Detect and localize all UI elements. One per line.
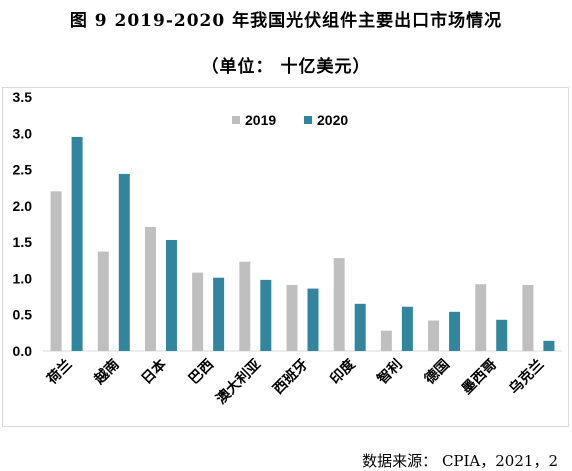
legend-swatch-2019 bbox=[232, 116, 240, 124]
y-tick-label: 3.5 bbox=[13, 89, 33, 105]
bar-2019 bbox=[333, 258, 345, 351]
y-tick-label: 2.5 bbox=[13, 162, 33, 178]
x-tick-label: 西班牙 bbox=[270, 356, 312, 398]
x-tick-label: 澳大利亚 bbox=[213, 356, 265, 408]
x-tick-label: 日本 bbox=[138, 355, 171, 388]
bar-2019 bbox=[50, 191, 62, 351]
x-tick-label: 乌克兰 bbox=[506, 356, 548, 398]
bar-2019 bbox=[286, 284, 298, 351]
x-tick-label: 印度 bbox=[327, 355, 360, 388]
x-tick-label: 德国 bbox=[421, 356, 453, 388]
bar-2020 bbox=[71, 136, 83, 351]
x-tick-label: 墨西哥 bbox=[459, 357, 500, 398]
bar-2020 bbox=[543, 340, 555, 351]
y-tick-label: 1.5 bbox=[13, 234, 33, 250]
bar-2019 bbox=[239, 261, 251, 351]
x-tick-label: 巴西 bbox=[186, 357, 217, 388]
chart-title: 图 9 2019-2020 年我国光伏组件主要出口市场情况 bbox=[69, 11, 503, 31]
bar-2019 bbox=[192, 272, 204, 351]
legend-label: 2020 bbox=[317, 112, 348, 128]
bar-2019 bbox=[428, 320, 440, 351]
bar-2020 bbox=[401, 306, 413, 351]
y-tick-label: 0.0 bbox=[13, 343, 33, 359]
bar-2020 bbox=[496, 319, 508, 351]
y-tick-label: 3.0 bbox=[13, 125, 33, 141]
bar-2019 bbox=[144, 226, 156, 351]
y-tick-label: 1.0 bbox=[13, 270, 33, 286]
y-tick-label: 0.5 bbox=[13, 307, 33, 323]
bar-2020 bbox=[213, 277, 225, 351]
bar-2019 bbox=[475, 284, 487, 351]
bar-2020 bbox=[118, 173, 130, 351]
bar-2020 bbox=[354, 303, 366, 351]
data-source: 数据来源： CPIA，2021，2 bbox=[362, 452, 558, 470]
bar-2020 bbox=[260, 279, 272, 351]
bar-2020 bbox=[307, 288, 319, 351]
x-tick-label: 荷兰 bbox=[43, 356, 76, 389]
chart-frame bbox=[2, 87, 569, 427]
legend-swatch-2020 bbox=[304, 116, 312, 124]
bar-2019 bbox=[380, 330, 392, 351]
x-tick-label: 越南 bbox=[90, 356, 123, 389]
x-tick-label: 智利 bbox=[373, 356, 406, 389]
chart-subtitle: （单位： 十亿美元） bbox=[201, 57, 371, 77]
bar-2019 bbox=[97, 251, 109, 351]
bar-2019 bbox=[522, 284, 534, 351]
y-tick-label: 2.0 bbox=[13, 198, 33, 214]
legend-label: 2019 bbox=[245, 112, 276, 128]
bar-2020 bbox=[165, 239, 177, 351]
bar-2020 bbox=[449, 311, 461, 351]
